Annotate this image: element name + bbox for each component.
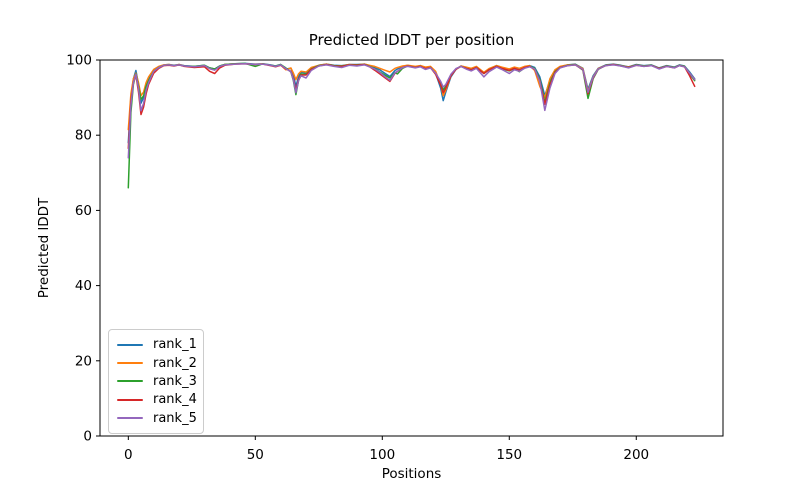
x-tick-label: 0 <box>124 447 133 463</box>
y-tick-label: 100 <box>66 53 92 69</box>
legend-line-sample <box>117 362 143 365</box>
legend-label: rank_4 <box>153 392 197 408</box>
legend-item-rank_2: rank_2 <box>117 355 197 371</box>
series-line-rank_1 <box>127 62 696 144</box>
y-tick-label: 0 <box>83 429 92 445</box>
legend-label: rank_5 <box>153 410 197 426</box>
y-tick-label: 80 <box>75 128 92 144</box>
legend-label: rank_1 <box>153 337 197 353</box>
x-tick-label: 50 <box>247 447 264 463</box>
legend-item-rank_5: rank_5 <box>117 410 197 426</box>
legend-label: rank_3 <box>153 373 197 389</box>
y-axis-label: Predicted lDDT <box>36 197 52 299</box>
legend-item-rank_1: rank_1 <box>117 337 197 353</box>
legend-line-sample <box>117 398 143 401</box>
legend-line-sample <box>117 380 143 383</box>
y-tick-label: 40 <box>75 278 92 294</box>
x-tick-label: 100 <box>369 447 395 463</box>
x-axis-label: Positions <box>381 466 442 482</box>
legend-item-rank_3: rank_3 <box>117 373 197 389</box>
axes-frame <box>99 59 724 437</box>
series-line-rank_3 <box>127 62 696 189</box>
series-line-rank_4 <box>127 63 696 150</box>
legend-line-sample <box>117 343 143 346</box>
legend-item-rank_4: rank_4 <box>117 392 197 408</box>
legend-label: rank_2 <box>153 355 197 371</box>
x-tick-label: 150 <box>496 447 522 463</box>
chart-title: Predicted lDDT per position <box>308 31 515 49</box>
y-tick-label: 60 <box>75 203 92 219</box>
series-line-rank_5 <box>127 63 696 159</box>
legend-line-sample <box>117 417 143 420</box>
legend: rank_1 rank_2 rank_3 rank_4 rank_5 <box>108 329 204 434</box>
y-tick-label: 20 <box>75 353 92 369</box>
x-tick-label: 200 <box>623 447 649 463</box>
